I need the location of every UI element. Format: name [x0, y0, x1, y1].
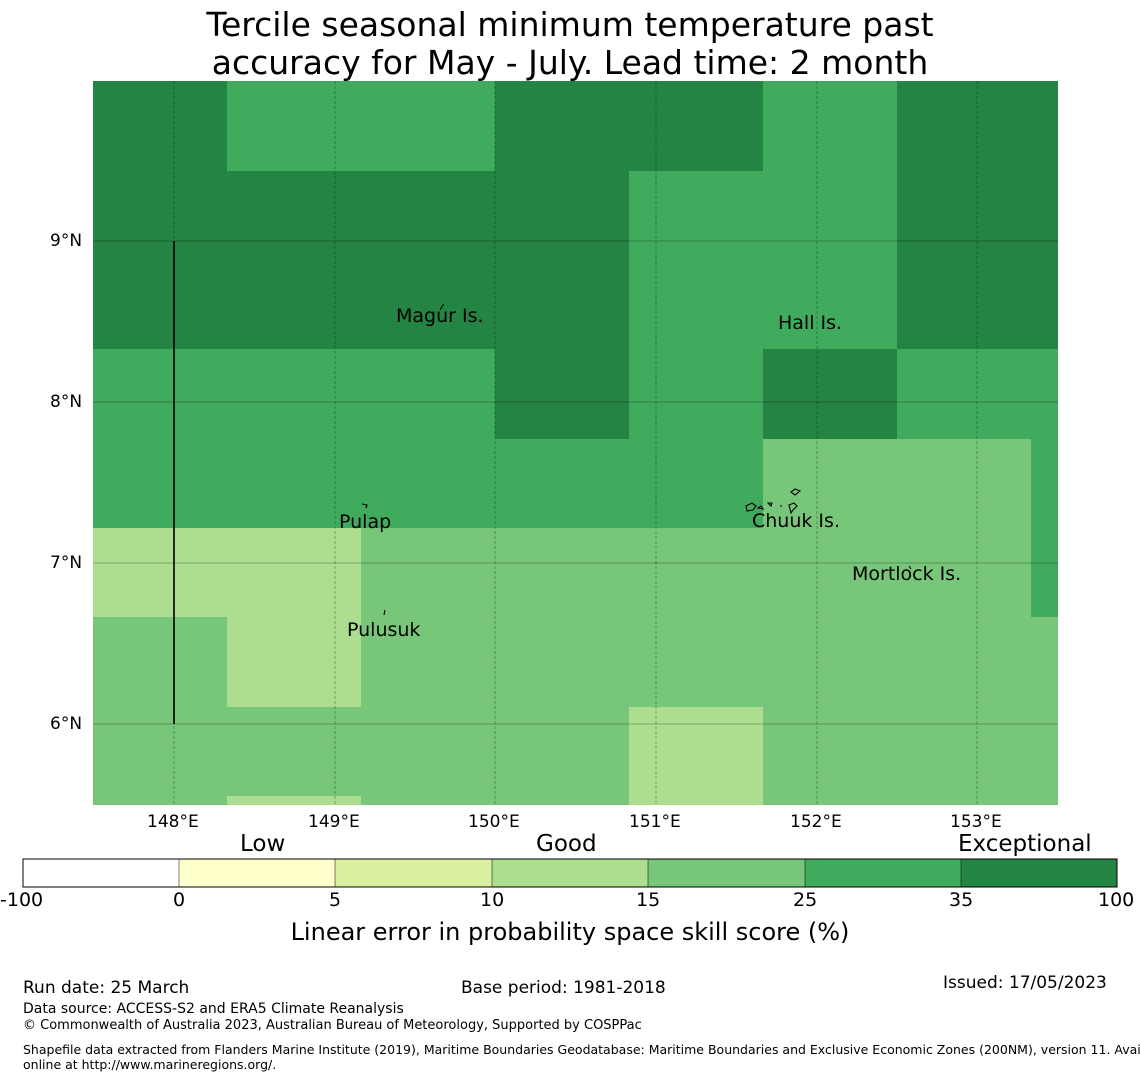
place-label-hall: Hall Is.: [778, 312, 843, 334]
grid-cell: [227, 796, 361, 805]
data-source: Data source: ACCESS-S2 and ERA5 Climate …: [23, 1001, 404, 1017]
grid-cell: [629, 349, 763, 439]
grid-cell: [763, 81, 897, 171]
colorbar-tick: 25: [793, 889, 818, 911]
colorbar-swatch: [805, 859, 961, 887]
map-title: Tercile seasonal minimum temperature pas…: [0, 6, 1140, 82]
lat-label: 9°N: [50, 231, 83, 251]
lat-label: 7°N: [50, 553, 83, 573]
grid-cell: [93, 707, 629, 805]
place-label-pulap: Pulap: [339, 511, 392, 533]
grid-cell: [897, 81, 1058, 171]
grid-cell: [361, 617, 1058, 707]
grid-cell: [93, 439, 763, 528]
colorbar-tick: 5: [329, 889, 342, 911]
grid-cell: [629, 707, 763, 805]
colorbar-category-good: Good: [536, 831, 597, 857]
lat-label: 6°N: [50, 714, 83, 734]
lon-label: 149°E: [308, 812, 360, 832]
grid-cell: [495, 81, 763, 171]
copyright: © Commonwealth of Australia 2023, Austra…: [23, 1018, 642, 1033]
grid-cell: [1031, 439, 1058, 528]
place-label-mortlock: Mortlock Is.: [852, 563, 962, 585]
grid-cell: [763, 349, 897, 439]
skill-grid: [93, 81, 1058, 805]
grid-cell: [897, 349, 1058, 439]
islands: [361, 303, 912, 616]
grid-cell: [763, 439, 1031, 528]
colorbar-swatch: [179, 859, 335, 887]
island-shape-pulap: [361, 503, 368, 509]
colorbar-outline: [22, 858, 1118, 888]
colorbar-swatch: [335, 859, 492, 887]
colorbar-tick: 10: [480, 889, 505, 911]
island-shape-chuuk: [745, 488, 802, 515]
base-period: Base period: 1981-2018: [461, 978, 666, 998]
colorbar: [22, 858, 1118, 888]
colorbar-tick: 35: [949, 889, 974, 911]
lon-label: 151°E: [629, 812, 681, 832]
grid-cell: [897, 171, 1058, 349]
grid-cell: [1031, 528, 1058, 617]
run-date: Run date: 25 March: [23, 978, 190, 998]
colorbar-swatch: [648, 859, 805, 887]
grid-cell: [93, 349, 495, 439]
grid-cell: [227, 81, 495, 171]
place-label-pulusuk: Pulusuk: [347, 619, 421, 641]
lon-label: 153°E: [950, 812, 1002, 832]
grid-cell: [495, 349, 629, 439]
grid-cell: [93, 81, 227, 171]
grid-cell: [93, 617, 227, 707]
colorbar-swatch: [492, 859, 648, 887]
issued-date: Issued: 17/05/2023: [943, 973, 1107, 993]
colorbar-tick: 100: [1098, 889, 1135, 911]
colorbar-tick: -100: [0, 889, 44, 911]
lat-label: 8°N: [50, 392, 83, 412]
island-shape-magur: [439, 303, 445, 311]
colorbar-tick: 15: [636, 889, 661, 911]
colorbar-label: Linear error in probability space skill …: [290, 918, 850, 946]
grid-cell: [227, 617, 361, 707]
grid-cell: [763, 707, 1058, 805]
colorbar-swatch: [961, 859, 1117, 887]
colorbar-tick: 0: [173, 889, 186, 911]
title-line-1: Tercile seasonal minimum temperature pas…: [206, 5, 934, 44]
lon-label: 150°E: [468, 812, 520, 832]
lon-label: 148°E: [147, 812, 199, 832]
lon-label: 152°E: [790, 812, 842, 832]
island-shape-pulusuk: [383, 609, 386, 616]
place-label-chuuk: Chuuk Is.: [752, 510, 840, 532]
place-label-magur: Magur Is.: [396, 305, 484, 327]
shapefile-credit-line-2: online at http://www.marineregions.org/.: [23, 1057, 277, 1072]
shapefile-credit-line-1: Shapefile data extracted from Flanders M…: [23, 1042, 1140, 1057]
island-shape-mortlock: [908, 565, 912, 570]
colorbar-category-exceptional: Exceptional: [958, 831, 1092, 857]
grid-cell: [93, 528, 361, 617]
grid-cell: [629, 171, 897, 349]
title-line-2: accuracy for May - July. Lead time: 2 mo…: [211, 43, 929, 82]
colorbar-category-low: Low: [240, 831, 286, 857]
grid-cell: [93, 171, 629, 349]
grid-cell: [361, 528, 1031, 617]
colorbar-swatch: [23, 859, 179, 887]
